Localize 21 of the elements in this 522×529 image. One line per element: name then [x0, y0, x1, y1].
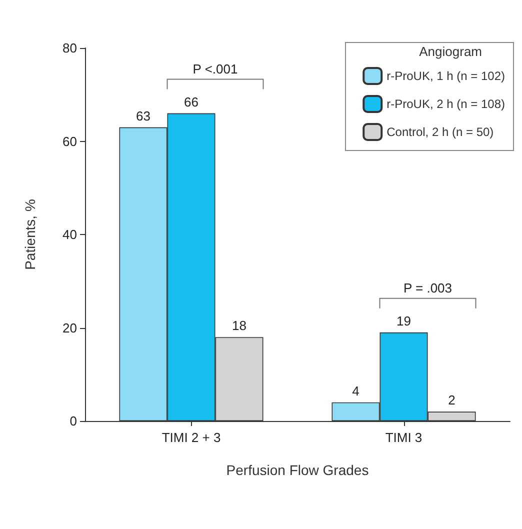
- legend-label: r-ProUK, 1 h (n = 102): [386, 69, 506, 83]
- y-tick-label: 60: [62, 134, 77, 149]
- data-label: 63: [136, 108, 150, 124]
- data-label: 2: [448, 392, 456, 408]
- legend-title: Angiogram: [419, 44, 482, 59]
- y-axis-title: Patients, %: [22, 199, 38, 270]
- y-tick-label: 40: [62, 227, 77, 242]
- y-tick-label: 20: [62, 320, 77, 336]
- legend-label: Control, 2 h (n = 50): [386, 125, 494, 139]
- annotation: P = .003: [403, 280, 452, 296]
- data-label: 18: [232, 318, 246, 334]
- y-tick-label: 80: [62, 40, 77, 56]
- x-axis-title: Perfusion Flow Grades: [226, 462, 369, 478]
- y-tick-label: 0: [70, 414, 77, 428]
- data-label: 19: [396, 313, 411, 328]
- annotation: P <.001: [192, 61, 238, 76]
- x-tick-label: TIMI 3: [385, 430, 422, 445]
- data-label: 66: [184, 94, 198, 110]
- x-tick-label: TIMI 2 + 3: [162, 430, 221, 445]
- data-label: 4: [352, 383, 360, 398]
- legend-label: r-ProUK, 2 h (n = 108): [386, 97, 506, 111]
